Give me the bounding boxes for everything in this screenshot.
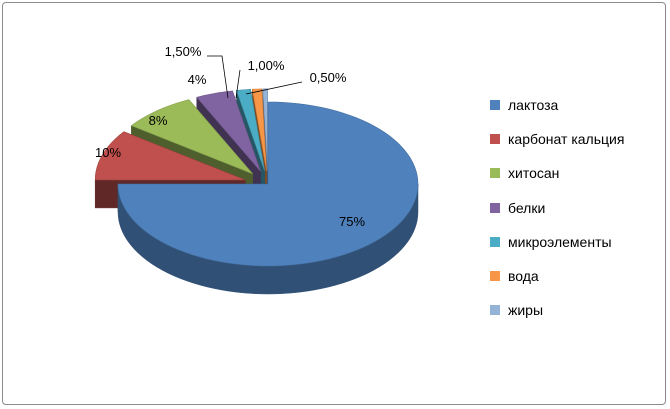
- legend-swatch: [490, 100, 500, 111]
- legend-swatch: [490, 168, 500, 179]
- legend-label: вода: [508, 268, 539, 285]
- legend-swatch: [490, 236, 500, 247]
- data-label: 1,00%: [248, 58, 285, 73]
- legend-label: белки: [508, 199, 546, 216]
- slice-top: [252, 88, 267, 171]
- legend-item: вода: [490, 259, 624, 293]
- data-label: 0,50%: [310, 70, 347, 85]
- legend-item: лактоза: [490, 88, 624, 122]
- legend-label: карбонат кальция: [508, 131, 625, 148]
- data-labels: 75% 10% 8% 4% 1,50% 1,00% 0,50%: [95, 44, 365, 229]
- data-label: 75%: [339, 214, 365, 229]
- legend-label: лактоза: [508, 97, 559, 114]
- legend: лактоза карбонат кальция хитосан белки м…: [490, 88, 624, 327]
- leader-line: [245, 81, 303, 95]
- slice-top: [262, 88, 268, 171]
- leader-line: [207, 55, 229, 99]
- data-label: 4%: [188, 72, 207, 87]
- legend-swatch: [490, 202, 500, 213]
- legend-item: белки: [490, 191, 624, 225]
- slice-top: [130, 99, 253, 175]
- pie-slice-0: [117, 101, 419, 295]
- pie-sides: [94, 88, 419, 295]
- data-label: 8%: [149, 113, 168, 128]
- legend-swatch: [490, 271, 500, 282]
- legend-label: жиры: [508, 302, 544, 319]
- legend-item: карбонат кальция: [490, 122, 624, 156]
- legend-item: хитосан: [490, 156, 624, 190]
- slice-top: [236, 88, 265, 172]
- legend-swatch: [490, 134, 500, 145]
- slice-top: [196, 90, 261, 172]
- legend-swatch: [490, 305, 500, 316]
- slice-top: [94, 131, 246, 181]
- data-label: 10%: [95, 145, 121, 160]
- leader-line: [235, 69, 241, 99]
- legend-item: микроэлементы: [490, 225, 624, 259]
- legend-label: микроэлементы: [508, 233, 612, 250]
- legend-item: жиры: [490, 293, 624, 327]
- slice-top: [117, 101, 419, 267]
- data-label: 1,50%: [165, 44, 202, 59]
- legend-label: хитосан: [508, 165, 560, 182]
